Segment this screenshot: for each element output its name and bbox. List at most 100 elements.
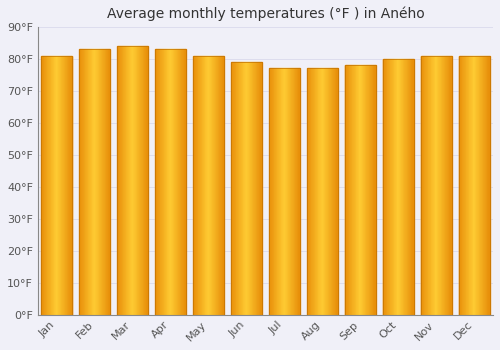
Bar (50, 56, 51, 315)
Bar (471, 56, 472, 315)
Bar (93, 49, 94, 315)
Bar (245, 62, 246, 315)
Bar (172, 49, 173, 315)
Bar (165, 49, 166, 315)
Bar (480, 56, 481, 315)
Bar (131, 46, 132, 315)
Bar (260, 62, 261, 315)
Bar (126, 46, 127, 315)
Bar (351, 65, 352, 315)
Bar (155, 49, 156, 315)
Bar (231, 62, 262, 315)
Bar (386, 59, 388, 315)
Bar (441, 56, 442, 315)
Bar (463, 56, 464, 315)
Bar (276, 68, 278, 315)
Bar (56, 56, 57, 315)
Bar (156, 49, 158, 315)
Bar (193, 56, 194, 315)
Bar (472, 56, 474, 315)
Bar (178, 49, 179, 315)
Bar (214, 56, 216, 315)
Bar (208, 56, 210, 315)
Bar (127, 46, 128, 315)
Bar (105, 49, 106, 315)
Bar (94, 49, 96, 315)
Bar (393, 59, 394, 315)
Bar (145, 46, 146, 315)
Bar (269, 68, 270, 315)
Bar (270, 68, 271, 315)
Bar (48, 56, 49, 315)
Bar (323, 68, 324, 315)
Bar (404, 59, 405, 315)
Bar (352, 65, 354, 315)
Bar (41, 56, 72, 315)
Bar (102, 49, 104, 315)
Bar (59, 56, 60, 315)
Bar (394, 59, 395, 315)
Bar (117, 46, 148, 315)
Bar (458, 56, 460, 315)
Bar (43, 56, 44, 315)
Bar (321, 68, 322, 315)
Bar (299, 68, 300, 315)
Bar (364, 65, 365, 315)
Bar (140, 46, 141, 315)
Bar (122, 46, 124, 315)
Bar (400, 59, 402, 315)
Bar (42, 56, 43, 315)
Bar (388, 59, 389, 315)
Bar (426, 56, 427, 315)
Bar (67, 56, 68, 315)
Bar (465, 56, 466, 315)
Bar (46, 56, 48, 315)
Bar (183, 49, 184, 315)
Bar (365, 65, 366, 315)
Bar (478, 56, 479, 315)
Bar (423, 56, 424, 315)
Bar (464, 56, 465, 315)
Bar (332, 68, 333, 315)
Bar (249, 62, 250, 315)
Bar (361, 65, 362, 315)
Bar (476, 56, 477, 315)
Bar (434, 56, 436, 315)
Bar (399, 59, 400, 315)
Bar (207, 56, 208, 315)
Bar (484, 56, 485, 315)
Bar (334, 68, 335, 315)
Bar (88, 49, 90, 315)
Bar (124, 46, 125, 315)
Bar (60, 56, 62, 315)
Bar (41, 56, 42, 315)
Bar (92, 49, 93, 315)
Bar (382, 59, 414, 315)
Bar (448, 56, 450, 315)
Bar (337, 68, 338, 315)
Bar (427, 56, 428, 315)
Bar (252, 62, 254, 315)
Bar (248, 62, 249, 315)
Bar (390, 59, 391, 315)
Bar (57, 56, 58, 315)
Bar (118, 46, 120, 315)
Bar (296, 68, 297, 315)
Bar (58, 56, 59, 315)
Bar (450, 56, 451, 315)
Bar (408, 59, 409, 315)
Bar (317, 68, 318, 315)
Bar (362, 65, 364, 315)
Bar (158, 49, 159, 315)
Bar (91, 49, 92, 315)
Bar (391, 59, 392, 315)
Title: Average monthly temperatures (°F ) in Aného: Average monthly temperatures (°F ) in An… (106, 7, 424, 21)
Bar (129, 46, 130, 315)
Bar (384, 59, 385, 315)
Bar (282, 68, 283, 315)
Bar (395, 59, 396, 315)
Bar (182, 49, 183, 315)
Bar (100, 49, 101, 315)
Bar (199, 56, 200, 315)
Bar (258, 62, 259, 315)
